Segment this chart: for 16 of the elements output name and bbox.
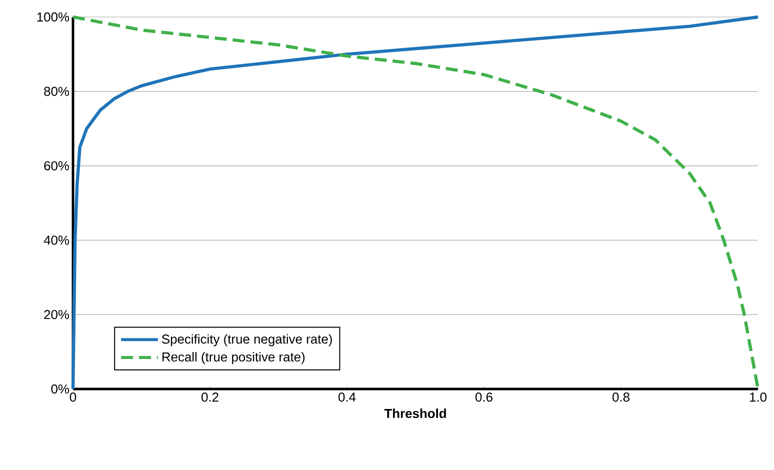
y-tick-label: 20% — [44, 310, 70, 320]
y-tick-label: 100% — [37, 12, 70, 22]
y-tick-label: 80% — [44, 86, 70, 96]
x-tick-label: 0.2 — [202, 392, 218, 402]
legend-label: Specificity (true negative rate) — [162, 334, 332, 346]
x-tick-label: 0.4 — [338, 392, 356, 402]
x-tick-label: 0.8 — [612, 392, 630, 402]
x-tick-label: 0 — [70, 392, 76, 402]
x-tick-label: 0.6 — [476, 392, 492, 402]
y-tick-label: 0% — [51, 384, 70, 394]
y-tick-label: 60% — [44, 161, 70, 170]
line-series — [71, 15, 760, 391]
x-tick-label: 1.0 — [750, 392, 767, 402]
x-axis-title: Threshold — [384, 408, 446, 418]
legend-label: Recall (true positive rate) — [162, 352, 305, 364]
y-tick-label: 40% — [44, 236, 70, 245]
